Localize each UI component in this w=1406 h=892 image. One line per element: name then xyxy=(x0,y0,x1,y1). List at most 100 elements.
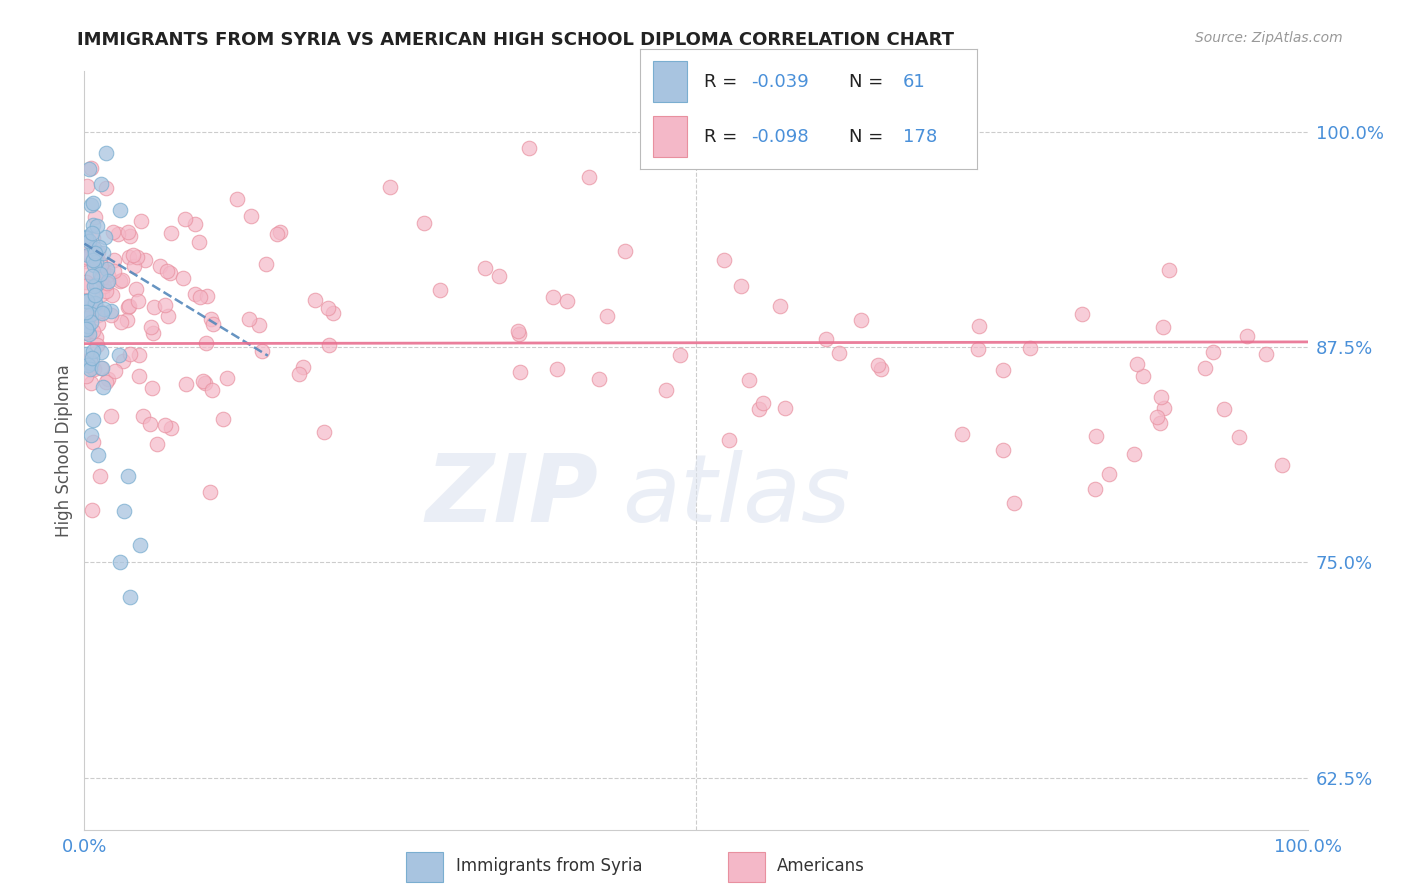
Point xyxy=(91,264,114,278)
Point xyxy=(77,238,100,252)
Point xyxy=(80,356,103,370)
Point xyxy=(83,288,105,302)
Point xyxy=(202,318,225,332)
Point xyxy=(141,381,163,395)
Point xyxy=(125,250,148,264)
Point xyxy=(75,231,97,245)
Point xyxy=(79,376,101,390)
Point xyxy=(82,343,104,358)
Point xyxy=(868,358,890,372)
Point xyxy=(89,267,111,281)
Point xyxy=(84,254,107,268)
Point xyxy=(76,265,98,279)
Point xyxy=(134,253,156,268)
Point xyxy=(93,279,115,293)
Point xyxy=(413,216,436,230)
Point xyxy=(125,283,148,297)
FancyBboxPatch shape xyxy=(654,117,688,157)
Point xyxy=(111,272,134,286)
Point xyxy=(195,289,218,303)
Point xyxy=(1236,329,1258,343)
Point xyxy=(75,321,97,335)
Point xyxy=(1123,447,1146,461)
Point xyxy=(322,306,344,320)
Point xyxy=(96,284,118,298)
Text: 178: 178 xyxy=(903,128,938,146)
Point xyxy=(239,209,262,223)
Point xyxy=(75,326,97,340)
Point xyxy=(118,590,141,604)
Point xyxy=(508,326,530,341)
Point xyxy=(82,359,104,374)
Point xyxy=(90,258,112,272)
Point xyxy=(87,245,110,260)
Point xyxy=(75,369,97,384)
Point xyxy=(737,373,759,387)
Point xyxy=(84,288,107,302)
Point xyxy=(112,354,135,368)
Point xyxy=(967,318,990,333)
Point xyxy=(76,293,98,308)
Y-axis label: High School Diploma: High School Diploma xyxy=(55,364,73,537)
Point xyxy=(1084,429,1107,443)
Point xyxy=(93,230,115,244)
Point xyxy=(75,305,97,319)
Point xyxy=(250,344,273,359)
Point xyxy=(1084,482,1107,496)
Point xyxy=(80,198,103,212)
Point xyxy=(89,304,111,318)
Point xyxy=(198,485,221,500)
Point xyxy=(828,346,851,360)
Point xyxy=(506,324,529,338)
Point xyxy=(132,409,155,423)
Point xyxy=(201,383,224,397)
Point xyxy=(595,310,617,324)
Point xyxy=(75,253,97,268)
Point xyxy=(304,293,326,308)
Point xyxy=(82,434,104,449)
Point xyxy=(80,161,103,175)
Point xyxy=(269,225,291,239)
Point xyxy=(752,395,775,409)
Point xyxy=(128,368,150,383)
Point xyxy=(1256,347,1278,361)
Point xyxy=(118,250,141,264)
FancyBboxPatch shape xyxy=(728,853,765,882)
Point xyxy=(75,275,97,289)
Text: R =: R = xyxy=(704,72,742,91)
Point xyxy=(149,259,172,273)
Point xyxy=(1213,402,1236,417)
Point xyxy=(115,313,138,327)
Point xyxy=(217,371,239,385)
Point xyxy=(91,286,114,301)
Point xyxy=(75,230,97,244)
Point xyxy=(94,145,117,160)
Point xyxy=(90,345,112,359)
Point xyxy=(77,234,100,248)
Point xyxy=(174,211,197,226)
Point xyxy=(87,448,110,462)
Point xyxy=(75,347,97,361)
Text: Source: ZipAtlas.com: Source: ZipAtlas.com xyxy=(1195,31,1343,45)
Point xyxy=(122,259,145,273)
Point xyxy=(80,315,103,329)
Point xyxy=(188,290,211,304)
Point xyxy=(79,248,101,262)
Point xyxy=(316,301,339,315)
Point xyxy=(77,248,100,262)
Point xyxy=(1126,357,1149,371)
Point xyxy=(730,279,752,293)
Point xyxy=(107,227,129,241)
Point xyxy=(129,214,152,228)
Point xyxy=(83,278,105,293)
Point xyxy=(160,226,183,240)
Point xyxy=(117,300,139,314)
Point xyxy=(266,227,288,241)
Point xyxy=(89,256,111,270)
Point xyxy=(849,313,872,327)
Point xyxy=(82,219,104,233)
Text: ZIP: ZIP xyxy=(425,450,598,542)
Point xyxy=(153,418,176,433)
Point xyxy=(718,433,741,447)
Point xyxy=(1019,341,1042,355)
